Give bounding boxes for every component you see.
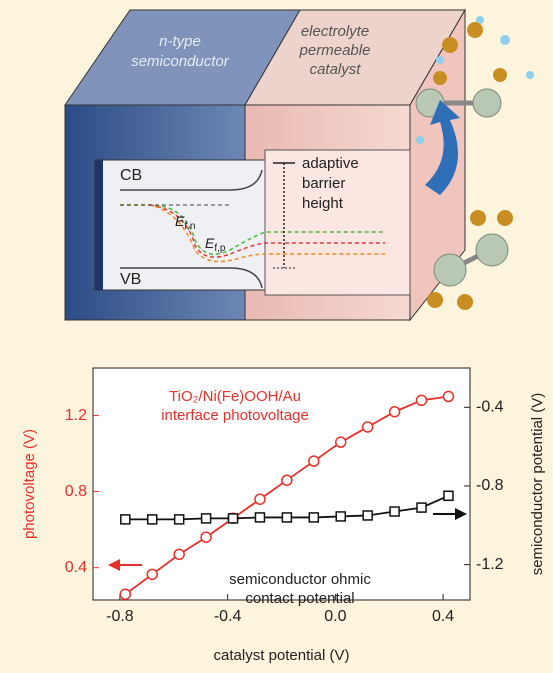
y-tick-label: 0.4 — [65, 559, 87, 576]
y2-axis-label: semiconductor potential (V) — [529, 393, 546, 576]
marker — [417, 395, 427, 405]
label-line: height — [302, 195, 344, 212]
marker — [417, 503, 426, 512]
atom — [433, 71, 447, 85]
marker — [309, 456, 319, 466]
marker — [390, 507, 399, 516]
marker — [202, 514, 211, 523]
marker — [120, 589, 130, 599]
label-line: catalyst — [310, 61, 362, 78]
label-line: adaptive — [302, 155, 359, 172]
marker — [390, 407, 400, 417]
marker — [148, 515, 157, 524]
atom — [457, 294, 473, 310]
marker — [147, 569, 157, 579]
label-line: permeable — [299, 42, 371, 59]
marker — [443, 392, 453, 402]
atom — [434, 254, 466, 286]
label-line: barrier — [302, 175, 345, 192]
page: n-type semiconductor electrolyte permeable… — [0, 0, 553, 673]
cb-label: CB — [120, 167, 142, 184]
x-tick-label: -0.4 — [214, 608, 242, 625]
atom — [470, 210, 486, 226]
bubble — [416, 136, 424, 144]
y2-tick-label: -1.2 — [476, 556, 504, 573]
marker — [255, 513, 264, 522]
marker — [174, 549, 184, 559]
marker — [121, 515, 130, 524]
bubble — [436, 56, 444, 64]
marker — [229, 514, 238, 523]
atom — [473, 89, 501, 117]
marker — [363, 511, 372, 520]
marker — [309, 513, 318, 522]
figure: n-type semiconductor electrolyte permeable… — [0, 0, 553, 668]
atom — [476, 234, 508, 266]
catalyst-label: electrolyte permeable catalyst — [299, 23, 371, 78]
marker — [444, 491, 453, 500]
label-line: n-type — [159, 33, 201, 50]
label-line: semiconductor — [131, 53, 230, 70]
y-tick-label: 0.8 — [65, 483, 87, 500]
atom — [497, 210, 513, 226]
y2-tick-label: -0.8 — [476, 477, 504, 494]
y-axis-label: photovoltage (V) — [21, 429, 38, 539]
bubble — [526, 71, 534, 79]
annotation: semiconductor ohmic — [229, 571, 371, 588]
annotation: contact potential — [245, 590, 354, 607]
annotation: TiO₂/Ni(Fe)OOH/Au — [169, 388, 301, 405]
x-tick-label: 0.0 — [324, 608, 346, 625]
annotation: interface photovoltage — [161, 407, 309, 424]
marker — [336, 512, 345, 521]
x-tick-label: -0.8 — [106, 608, 134, 625]
label-line: electrolyte — [301, 23, 369, 40]
x-tick-label: 0.4 — [432, 608, 454, 625]
marker — [282, 513, 291, 522]
y-tick-label: 1.2 — [65, 407, 87, 424]
y2-tick-label: -0.4 — [476, 399, 504, 416]
vb-label: VB — [120, 271, 141, 288]
marker — [255, 494, 265, 504]
marker — [336, 437, 346, 447]
bubble — [500, 35, 510, 45]
marker — [363, 422, 373, 432]
marker — [175, 515, 184, 524]
atom — [427, 292, 443, 308]
efn-sub: f,n — [184, 221, 195, 232]
atom — [442, 37, 458, 53]
atom — [467, 22, 483, 38]
marker — [201, 532, 211, 542]
marker — [282, 475, 292, 485]
inset-edge — [95, 160, 103, 290]
x-axis-label: catalyst potential (V) — [214, 647, 350, 664]
atom — [493, 68, 507, 82]
efp-sub: f,p — [214, 243, 226, 254]
